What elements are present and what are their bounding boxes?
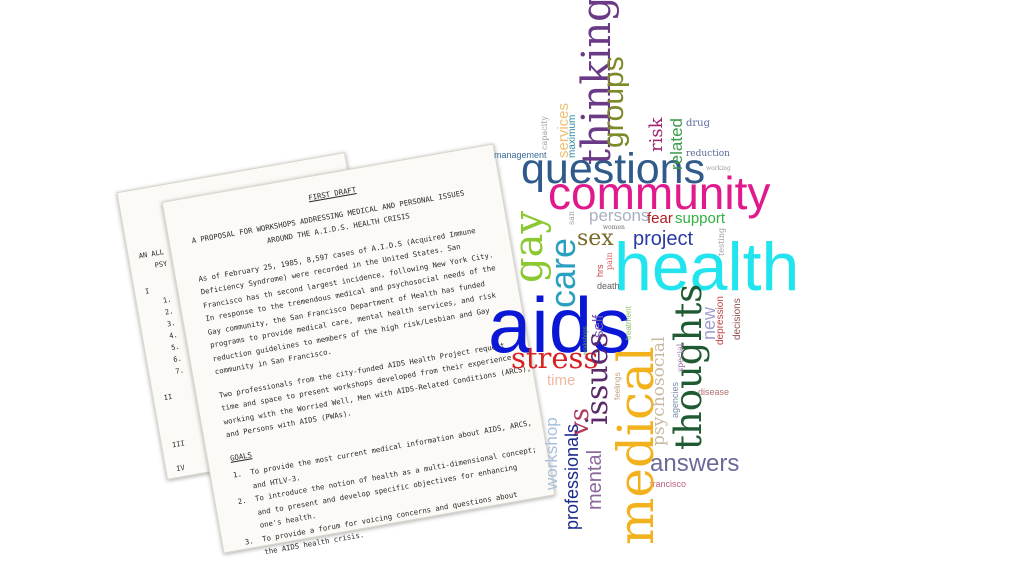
word-self: self [590, 314, 607, 338]
word-time: time [547, 372, 576, 389]
word-working: working [706, 165, 731, 172]
word-thinking: thinking [574, 0, 620, 165]
word-services: services [555, 102, 572, 158]
word-san: san [567, 210, 576, 225]
word-issues: issues [580, 332, 615, 425]
word-depression: depression [715, 296, 726, 345]
word-psychosocial: psychosocial [649, 336, 669, 446]
word-persons: persons [589, 206, 650, 225]
word-risk: risk [646, 117, 667, 152]
word-testing: testing [717, 227, 726, 256]
word-questions: questions [521, 145, 706, 193]
word-maximum: maximum [567, 114, 578, 158]
word-medical: medical [607, 346, 665, 545]
front-document-page: FIRST DRAFT A PROPOSAL FOR WORKSHOPS ADD… [161, 143, 556, 556]
word-treatment: treatment [624, 306, 633, 340]
word-related: related [667, 118, 686, 170]
word-death: hrs [595, 264, 605, 277]
word-reduction: reduction [686, 149, 730, 159]
word-decisions: decisions [732, 298, 743, 340]
word-drug: drug [686, 118, 711, 129]
word-feelings: feelings [613, 372, 622, 400]
word-pain: pain [605, 252, 614, 270]
word-fear: fear [647, 210, 673, 227]
word-support: support [675, 210, 726, 227]
word-groups: groups [597, 56, 630, 148]
word-women: women [603, 224, 625, 231]
word-mental: mental [584, 449, 606, 510]
document-text: FIRST DRAFT A PROPOSAL FOR WORKSHOPS ADD… [187, 162, 537, 562]
word-agencies: agencies [670, 381, 680, 418]
word-capacity: capacity [540, 116, 549, 150]
word-workshops: workshops [583, 326, 589, 355]
word-project: project [633, 228, 694, 250]
word-thoughts: thoughts [667, 283, 710, 450]
word-francisco: francisco [650, 479, 687, 489]
word-professionals: professionals [562, 423, 582, 530]
word-health: health [614, 229, 800, 305]
word-answers: answers [650, 450, 740, 477]
word-sex: sex [577, 226, 614, 251]
word-community: community [548, 167, 771, 219]
word-hrs: death [597, 281, 620, 291]
word-vs: vs [565, 407, 595, 436]
word-new: new [699, 306, 719, 340]
word-management: management [494, 150, 547, 160]
word-disease: disease [698, 387, 730, 397]
word-care: care [542, 237, 583, 308]
word-special: special [676, 343, 685, 372]
